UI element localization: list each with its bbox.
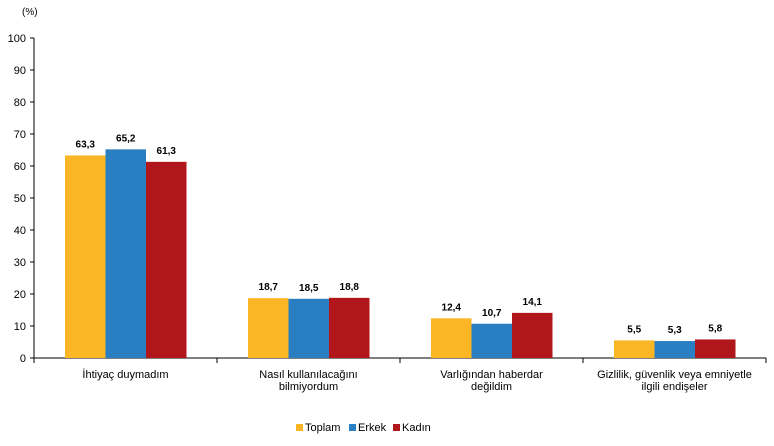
bar-toplam [248, 298, 289, 358]
x-category-label: Varlığından haberdar [440, 369, 543, 381]
y-tick-label: 70 [14, 129, 26, 141]
y-axis-unit-label: (%) [22, 7, 38, 18]
y-tick-label: 80 [14, 97, 26, 109]
data-label: 10,7 [482, 308, 502, 319]
data-label: 61,3 [157, 146, 177, 157]
bar-erkek [288, 298, 329, 358]
x-category-label: İhtiyaç duymadım [82, 368, 168, 381]
bar-toplam [431, 318, 472, 358]
y-tick-label: 20 [14, 289, 26, 301]
x-category-label: Nasıl kullanılacağını [259, 369, 357, 381]
legend-swatch-erkek [349, 424, 356, 431]
bar-toplam [65, 155, 106, 358]
legend-label: Toplam [305, 422, 340, 434]
bar-kadın [695, 339, 736, 358]
bar-erkek [105, 149, 146, 358]
legend-swatch-kadın [393, 424, 400, 431]
legend-label: Erkek [358, 422, 387, 434]
data-label: 65,2 [116, 133, 136, 144]
y-tick-label: 40 [14, 225, 26, 237]
bar-kadın [329, 297, 370, 358]
data-label: 12,4 [442, 302, 462, 313]
x-category-label: bilmiyordum [279, 381, 338, 393]
x-category-label: değildim [471, 381, 512, 393]
y-tick-label: 60 [14, 161, 26, 173]
data-label: 18,8 [340, 282, 360, 293]
y-tick-label: 30 [14, 257, 26, 269]
bar-kadın [146, 161, 187, 358]
data-label: 5,8 [708, 323, 722, 334]
y-tick-label: 50 [14, 193, 26, 205]
data-label: 18,5 [299, 283, 319, 294]
y-tick-label: 10 [14, 321, 26, 333]
bar-toplam [614, 340, 655, 358]
data-label: 63,3 [76, 139, 96, 150]
data-label: 18,7 [259, 282, 279, 293]
y-tick-label: 0 [20, 353, 26, 365]
data-label: 14,1 [523, 297, 543, 308]
y-tick-label: 100 [8, 33, 26, 45]
legend-label: Kadın [402, 422, 431, 434]
legend-swatch-toplam [296, 424, 303, 431]
data-label: 5,3 [668, 325, 682, 336]
data-label: 5,5 [627, 324, 641, 335]
x-category-label: Gizlilik, güvenlik veya emniyetle [597, 369, 752, 381]
bar-erkek [654, 341, 695, 358]
bar-kadın [512, 312, 553, 358]
bar-erkek [471, 323, 512, 358]
y-tick-label: 90 [14, 65, 26, 77]
x-category-label: ilgili endişeler [641, 381, 707, 393]
